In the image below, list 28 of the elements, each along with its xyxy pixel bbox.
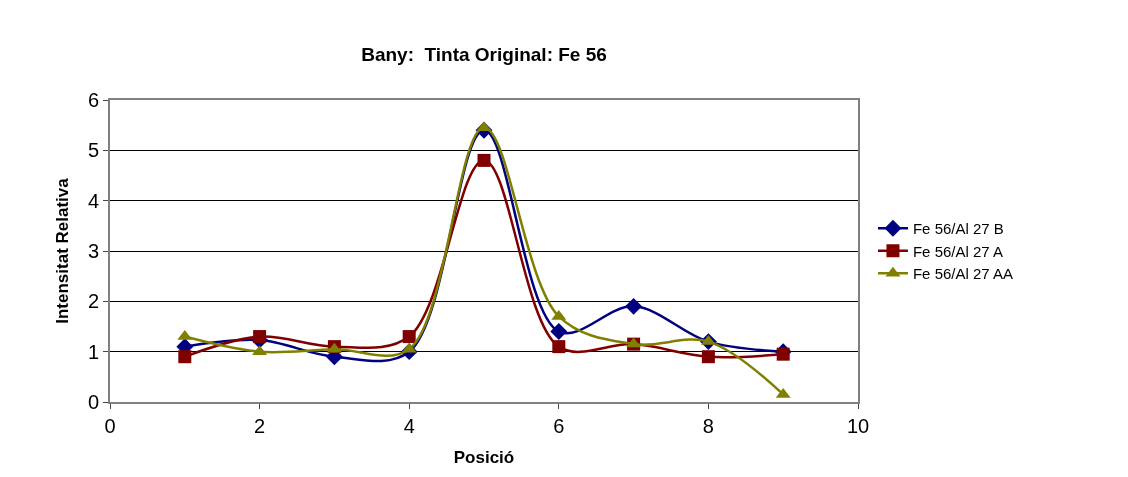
y-tick-label: 3 bbox=[87, 240, 99, 262]
point bbox=[550, 323, 568, 340]
point bbox=[253, 330, 267, 344]
y-tick-label: 4 bbox=[87, 189, 99, 212]
point bbox=[178, 350, 192, 364]
point bbox=[701, 350, 715, 364]
legend-label: Fe 56/Al 27 B bbox=[912, 220, 1004, 238]
x-tick-label: 4 bbox=[403, 415, 415, 437]
x-tick-label: 6 bbox=[553, 415, 565, 437]
y-tick-label: 5 bbox=[87, 139, 99, 162]
point bbox=[552, 340, 566, 354]
point bbox=[776, 347, 790, 361]
point bbox=[625, 297, 643, 315]
chart-title: Bany: Tinta Original: Fe 56 bbox=[361, 44, 607, 65]
x-tick-label: 0 bbox=[104, 415, 116, 437]
point bbox=[402, 330, 416, 344]
point bbox=[477, 153, 491, 167]
x-tick-label: 10 bbox=[846, 415, 870, 437]
legend-label: Fe 56/Al 27 AA bbox=[912, 265, 1014, 283]
y-axis-title: Intensitat Relativa bbox=[52, 177, 72, 324]
x-tick-label: 8 bbox=[702, 415, 714, 437]
x-axis-title: Posició bbox=[453, 447, 515, 467]
y-tick-label: 2 bbox=[87, 290, 99, 313]
y-tick-label: 6 bbox=[87, 89, 99, 111]
y-tick-label: 1 bbox=[87, 340, 99, 363]
legend-label: Fe 56/Al 27 A bbox=[912, 242, 1004, 260]
x-tick-label: 2 bbox=[254, 415, 266, 437]
y-tick-label: 0 bbox=[87, 391, 99, 413]
